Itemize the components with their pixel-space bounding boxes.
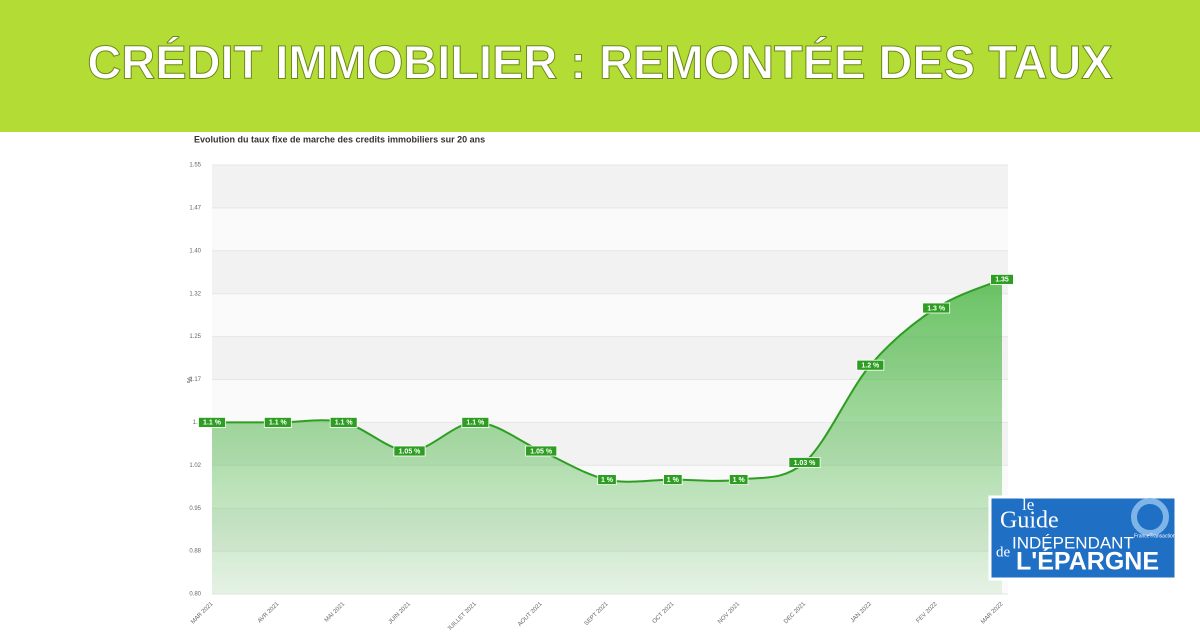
data-label-box [788,457,821,468]
plot: 0.80 0.88 0.95 1.02 1.1 1.17 1.25 1.32 1.40 1.47 1… [189,163,1014,633]
logo-independant: INDÉPENDANT [1012,533,1134,552]
header-title: CRÉDIT IMMOBILIER : REMONTÉE DES TAUX [87,35,1112,88]
y-tick-label: 0.80 [189,592,201,598]
data-label: 1.05 % [399,448,422,455]
data-label: 1.35 [995,277,1009,284]
x-tick-label: DEC 2021 [783,601,807,625]
data-label: 1.2 % [861,363,880,370]
data-label-box [856,359,885,371]
x-tick-label: AOUT 2021 [517,601,544,628]
data-label-box [663,474,683,486]
x-tick-label: OCT 2021 [652,601,676,625]
data-label: 1.1 % [269,420,288,427]
logo-box [988,495,1178,581]
logo-guide: Guide [1000,508,1059,534]
data-label: 1 % [733,477,746,484]
x-tick-label: JAN 2022 [850,601,873,624]
data-label-box [198,416,226,428]
data-label-box [597,474,617,486]
y-tick-label: 1.47 [189,205,201,211]
logo-epargne: L'ÉPARGNE [1016,547,1159,576]
data-label-box [525,445,558,457]
data-label-box [461,416,490,428]
data-label-box [728,474,749,486]
data-label: 1.05 % [530,448,553,455]
data-label-box [393,445,426,457]
logo: le Guide INDÉPENDANT FranceTransactions.… [988,495,1189,581]
x-tick-label: MAR 2021 [190,601,215,626]
data-label: 1.3 % [927,305,946,312]
y-tick-label: 1.55 [189,163,201,169]
x-tick-label: SEPT 2021 [584,601,610,627]
data-label: 1.1 % [335,420,354,427]
logo-ring [1131,498,1169,536]
logo-de: de [996,544,1011,560]
data-label-box [329,416,358,428]
x-tick-label: MAR 2022 [980,601,1005,626]
grid-band [212,250,1008,294]
x-tick-label: MAI 2021 [324,601,347,624]
data-label: 1.1 % [466,420,485,427]
y-axis-label: % [187,377,194,383]
y-tick-label: 1.17 [189,377,201,383]
data-label-box [922,302,951,314]
logo-le: le [1022,495,1034,514]
data-label-box [990,273,1014,285]
data-label: 1 % [667,477,680,484]
y-tick-label: 1.25 [189,334,201,340]
data-label: 1.1 % [203,420,222,427]
logo-site: FranceTransactions.com [1134,533,1189,539]
data-label-box [263,416,292,428]
y-tick-label: 1.02 [189,463,201,469]
x-tick-label: JUIN 2021 [388,601,413,626]
data-label: 1 % [601,477,614,484]
y-tick-label: 1.32 [189,291,201,297]
y-tick-label: 1.1 [193,420,202,426]
chart-title: Evolution du taux fixe de marche des cre… [194,134,485,144]
data-label: 1.03 % [794,460,817,467]
area [212,279,1002,594]
x-tick-label: AVR 2021 [257,601,281,625]
x-tick-label: NOV 2021 [717,601,742,626]
header-bar [0,0,1200,132]
x-tick-label: FEV 2022 [916,601,940,625]
grid-band [212,165,1008,208]
y-tick-label: 0.95 [189,506,201,512]
x-tick-label: JUILLET 2021 [447,601,479,630]
y-tick-label: 1.40 [189,248,201,254]
y-tick-label: 0.88 [189,549,201,555]
